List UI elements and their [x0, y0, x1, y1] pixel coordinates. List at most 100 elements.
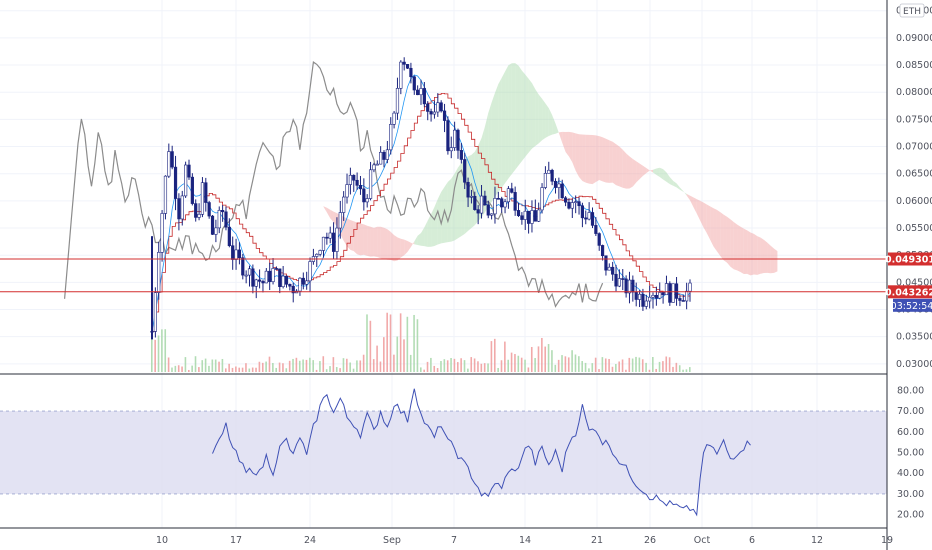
volume-bar: [621, 359, 624, 372]
candle-body: [409, 67, 413, 78]
candle-body: [627, 279, 632, 294]
volume-bar: [581, 361, 583, 372]
cloud-segment: [404, 239, 408, 256]
candle-body: [278, 268, 282, 287]
price-axis[interactable]: 0.0300000.0350000.0400000.0450000.050000…: [896, 6, 932, 370]
time-tick-label: 17: [230, 535, 242, 546]
volume-bar: [557, 359, 560, 372]
cloud-segment: [767, 242, 771, 274]
volume-bar: [346, 358, 348, 372]
volume-bar: [211, 359, 214, 372]
volume-bar: [551, 350, 553, 372]
volume-bar: [258, 361, 261, 372]
candle-body: [392, 112, 396, 125]
price-tick-label: 0.070000: [896, 142, 932, 153]
candle-body: [355, 179, 359, 186]
volume-bar: [174, 365, 177, 372]
cloud-segment: [750, 232, 754, 276]
volume-bar: [470, 357, 473, 372]
candle-body: [416, 89, 420, 96]
cloud-segment: [666, 172, 670, 185]
volume-bar: [228, 363, 230, 372]
volume-bar: [436, 368, 439, 372]
candle-body: [227, 226, 231, 247]
cloud-segment: [763, 239, 768, 273]
candle-body: [301, 277, 305, 285]
time-tick-label: 6: [749, 535, 755, 546]
candle-body: [251, 268, 255, 287]
candle-body: [463, 159, 467, 183]
candle-body: [654, 294, 658, 299]
candle-body: [160, 213, 164, 253]
volume-bar: [655, 368, 657, 372]
volume-bar: [272, 362, 274, 372]
candle-body: [365, 198, 369, 203]
countdown-label: 03:52:54: [891, 301, 932, 312]
cloud-segment: [565, 131, 569, 157]
candle-body: [469, 195, 474, 198]
candle-body: [315, 253, 319, 257]
volume-bar: [245, 363, 247, 372]
candle-body: [584, 217, 588, 220]
candle-body: [281, 275, 285, 287]
ichimoku-cloud: [323, 63, 778, 276]
rsi-tick-label: 70.00: [897, 406, 924, 417]
cloud-segment: [562, 131, 566, 152]
volume-bar: [167, 357, 170, 372]
cloud-segment: [726, 216, 731, 267]
cloud-segment: [484, 113, 489, 213]
volume-bar: [537, 346, 540, 372]
candle-body: [547, 169, 551, 174]
volume-bar: [255, 367, 257, 372]
cloud-segment: [508, 63, 512, 179]
candle-body: [264, 270, 268, 284]
price-tick-label: 0.055000: [896, 223, 932, 234]
volume-bar: [201, 360, 204, 372]
cloud-segment: [501, 71, 506, 188]
cloud-segment: [747, 230, 751, 276]
candle-body: [224, 211, 228, 228]
volume-bar: [335, 367, 338, 372]
cloud-segment: [676, 183, 680, 190]
cloud-segment: [397, 237, 401, 261]
volume-bar: [453, 358, 456, 372]
volume-bar: [446, 360, 449, 372]
candle-body: [557, 183, 561, 188]
cloud-segment: [723, 214, 727, 263]
candle-body: [372, 164, 376, 171]
candle-body: [338, 212, 342, 229]
cloud-segment: [434, 199, 438, 246]
cloud-segment: [599, 136, 603, 182]
candle-body: [631, 279, 635, 293]
cloud-segment: [421, 227, 425, 247]
volume-bar: [601, 357, 604, 372]
volume-bar: [154, 339, 156, 372]
symbol-label: ETH: [903, 7, 921, 17]
candle-body: [254, 279, 258, 287]
cloud-segment: [639, 163, 643, 180]
candle-body: [308, 261, 312, 282]
volume-bar: [641, 359, 644, 372]
volume-bar: [433, 365, 436, 372]
candle-body: [412, 76, 416, 91]
volume-bar: [369, 320, 372, 372]
rsi-tick-label: 60.00: [897, 427, 924, 438]
cloud-segment: [683, 191, 687, 196]
cloud-segment: [743, 228, 748, 274]
cloud-segment: [774, 248, 778, 273]
time-tick-label: 21: [591, 535, 603, 546]
volume-bar: [379, 361, 382, 372]
volume-bar: [151, 330, 153, 372]
volume-bar: [399, 313, 402, 372]
cloud-segment: [555, 123, 559, 134]
volume-bar: [480, 363, 483, 372]
candle-body: [446, 120, 450, 152]
cloud-segment: [384, 227, 388, 260]
volume-bar: [275, 367, 278, 372]
time-axis[interactable]: 10 17 24 Sep 7 14 21 26 Oct 6 12 19: [156, 535, 893, 546]
cloud-segment: [669, 177, 674, 186]
rsi-axis[interactable]: 20.00 30.00 40.00 50.00 60.00 70.00 80.00: [897, 385, 924, 520]
cloud-segment: [642, 165, 647, 176]
cloud-segment: [679, 187, 684, 192]
